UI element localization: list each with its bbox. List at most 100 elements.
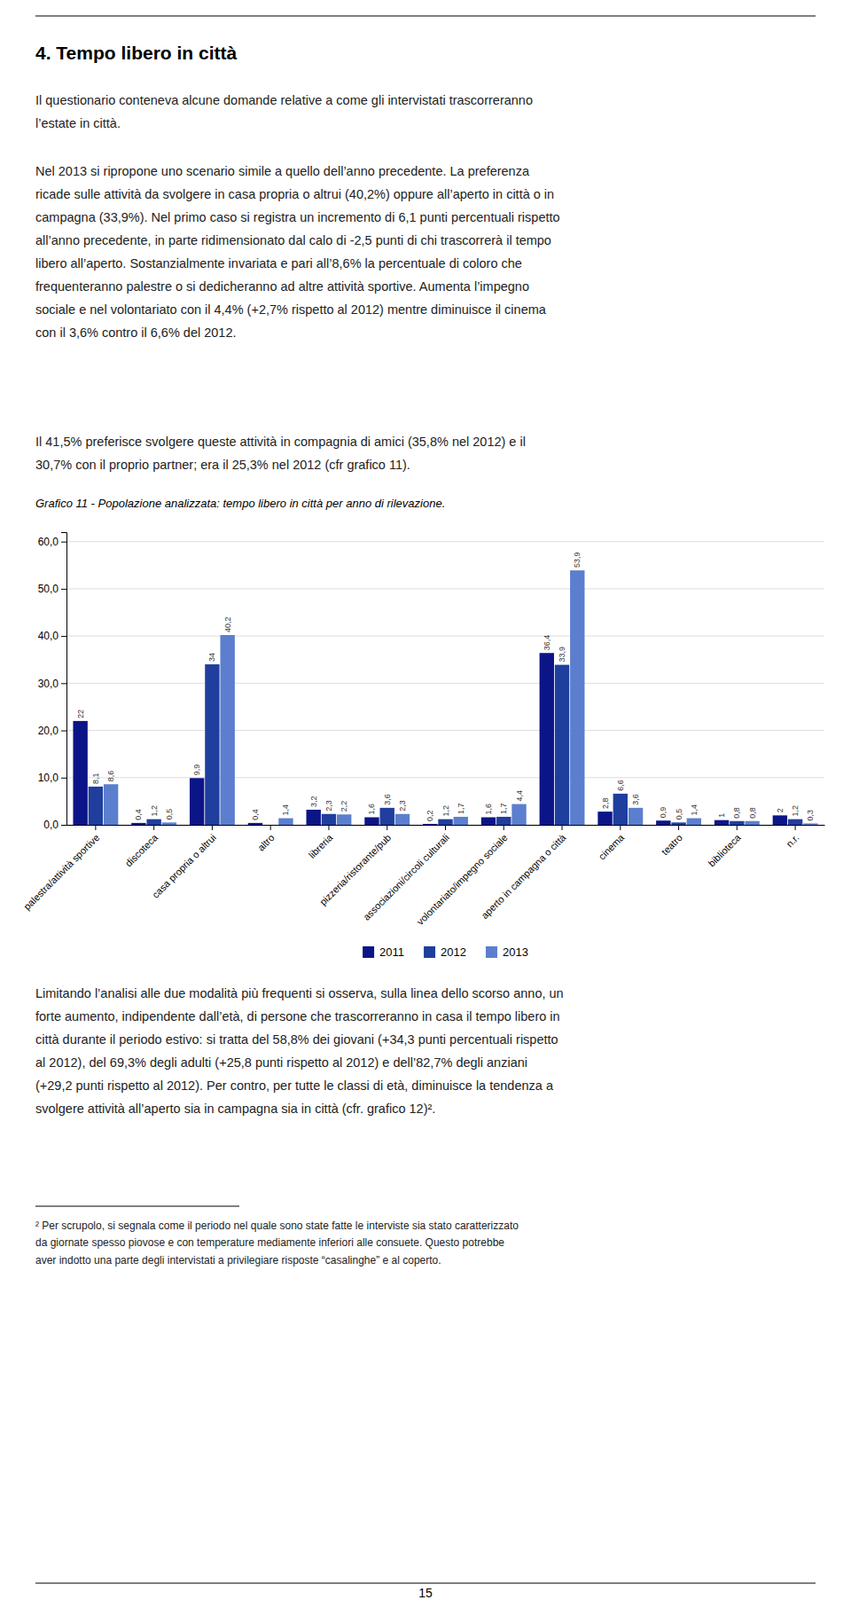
data-label: 4,4	[515, 789, 524, 802]
bar	[772, 814, 788, 825]
data-label: 34	[207, 652, 217, 662]
bar	[496, 816, 511, 825]
x-tick: teatro	[659, 824, 685, 857]
bar	[321, 813, 336, 825]
bar	[453, 816, 469, 825]
chart: 220,49,90,43,21,60,21,636,42,80,9128,11,…	[21, 532, 825, 928]
x-tick-mark	[619, 824, 621, 830]
grid-line	[66, 682, 825, 684]
bar-series	[88, 663, 804, 825]
footnote-line: aver indotto una parte degli intervistat…	[35, 1253, 442, 1266]
bar	[569, 569, 585, 825]
bar	[219, 634, 235, 825]
data-label: 36,4	[542, 634, 552, 651]
x-tick-mark	[94, 824, 96, 830]
x-tick-mark	[562, 824, 563, 830]
bar	[131, 822, 146, 825]
grid-line	[66, 587, 825, 589]
x-tick-label: biblioteca	[705, 830, 743, 868]
y-tick-label: 50,0	[38, 582, 60, 595]
legend-swatch	[423, 945, 436, 958]
x-tick-label: cinema	[596, 830, 627, 861]
bar	[278, 818, 293, 825]
data-label: 0,9	[658, 806, 668, 819]
y-tick-mark	[61, 730, 67, 732]
x-tick: aperto in campagna o città	[478, 824, 569, 921]
page-number: 15	[418, 1584, 433, 1600]
paragraph-line: all’anno precedente, in parte ridimensio…	[35, 233, 552, 248]
y-tick-mark	[61, 682, 67, 684]
x-tick-label: discoteca	[123, 830, 161, 868]
bar	[72, 720, 87, 825]
legend: 201120122013	[362, 944, 529, 959]
bar	[655, 819, 671, 825]
x-tick-mark	[211, 824, 213, 830]
data-label: 8,6	[106, 770, 116, 782]
bar	[744, 820, 759, 825]
paragraph-line: Il 41,5% preferisce svolgere queste atti…	[35, 434, 526, 449]
bar	[671, 821, 686, 825]
data-label: 3,6	[631, 793, 641, 805]
data-label: 2,8	[601, 797, 610, 810]
y-tick-label: 0,0	[43, 818, 59, 831]
x-axis: palestra/attività sportivediscotecacasa …	[21, 824, 825, 927]
legend-swatch	[485, 945, 498, 958]
bar	[803, 822, 818, 825]
data-label: 3,2	[309, 795, 319, 807]
bar	[88, 786, 103, 825]
y-tick: 20,0	[38, 724, 67, 737]
bar	[336, 813, 352, 825]
x-tick-label: aperto in campagna o città	[478, 830, 569, 921]
paragraph-line: sociale e nel volontariato con il 4,4% (…	[35, 302, 547, 317]
bar	[554, 664, 570, 825]
bar	[422, 823, 438, 825]
legend-item: 2013	[485, 944, 529, 959]
bar	[380, 807, 395, 825]
data-label: 1	[717, 812, 727, 818]
x-tick: palestra/attività sportive	[21, 824, 102, 912]
y-tick-mark	[61, 635, 67, 637]
y-tick: 0,0	[43, 818, 67, 831]
x-tick-label: n.r.	[783, 831, 801, 849]
bottom-rule	[35, 1582, 816, 1584]
paragraph-line: Il questionario conteneva alcune domande…	[35, 93, 533, 108]
x-tick-label: palestra/attività sportive	[21, 831, 102, 912]
footnote-line: ² Per scrupolo, si segnala come il perio…	[35, 1218, 519, 1232]
y-tick-label: 10,0	[38, 771, 60, 784]
paragraph-line: libero all’aperto. Sostanzialmente invar…	[35, 256, 523, 271]
legend-item: 2011	[362, 944, 405, 959]
page: 4. Tempo libero in cittàIl questionario …	[0, 0, 851, 1600]
data-label: 1,2	[149, 804, 159, 817]
data-label: 0,4	[250, 808, 260, 820]
paragraph-line: forte aumento, indipendente dall’età, di…	[35, 1008, 561, 1023]
grid-line	[66, 635, 825, 637]
x-tick-mark	[445, 824, 446, 830]
y-tick-label: 40,0	[38, 629, 60, 642]
x-tick: n.r.	[783, 824, 801, 849]
grid	[66, 541, 825, 825]
data-label: 8,1	[91, 772, 101, 784]
data-label: 3,6	[382, 793, 392, 805]
bar	[263, 824, 278, 826]
y-tick: 40,0	[38, 629, 67, 642]
y-tick: 60,0	[38, 535, 67, 548]
data-label: 0,4	[133, 808, 143, 820]
chart-title: Grafico 11 - Popolazione analizzata: tem…	[35, 496, 446, 510]
paragraph-line: con il 3,6% contro il 6,6% del 2012.	[35, 325, 237, 340]
bars	[72, 569, 818, 825]
bar	[729, 820, 744, 825]
data-label: 1,6	[484, 803, 493, 815]
paragraph-line: ricade sulle attività da svolgere in cas…	[35, 187, 555, 202]
grid-line	[66, 776, 825, 778]
data-label: 1,7	[456, 802, 466, 814]
x-tick-mark	[327, 824, 329, 830]
y-tick-label: 20,0	[38, 724, 60, 737]
bar	[687, 818, 702, 825]
bar	[146, 819, 161, 825]
data-label: 1,7	[499, 802, 508, 814]
x-tick: discoteca	[123, 824, 161, 868]
bar	[628, 807, 643, 825]
legend-label: 2011	[379, 944, 405, 959]
x-tick-label: volontariato/impegno sociale	[414, 831, 510, 927]
x-tick-label: altro	[255, 831, 277, 853]
